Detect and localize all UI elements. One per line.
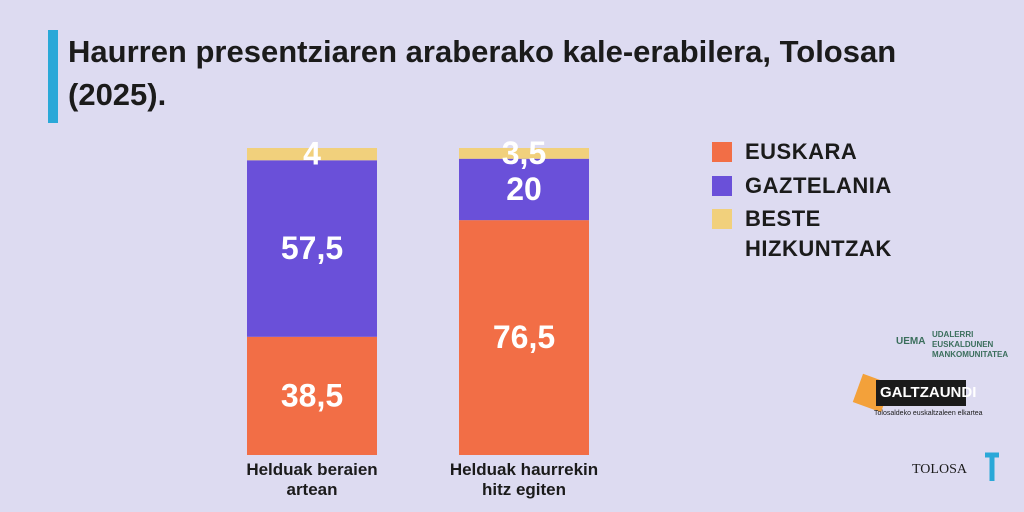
logo-text: Tolosaldeko euskaltzaleen elkartea: [874, 410, 983, 417]
data-label: 38,5: [281, 377, 343, 413]
x-tick-label: Helduak haurrekin hitz egiten: [449, 460, 599, 499]
bar-segment: [247, 148, 377, 161]
data-label: 3,5: [502, 135, 546, 171]
logo-text: TOLOSA: [912, 462, 967, 477]
bar-segment: [247, 160, 377, 337]
legend-swatch: [712, 176, 732, 196]
data-label: 57,5: [281, 230, 343, 266]
legend-label: GAZTELANIA: [745, 173, 892, 198]
legend-label: EUSKARA: [745, 139, 858, 164]
chart-title: Haurren presentziaren araberako kale-era…: [68, 34, 897, 112]
bar-segment: [247, 336, 377, 455]
logo-text: GALTZAUNDI: [880, 384, 977, 401]
data-label: 4: [303, 136, 321, 172]
data-label: 76,5: [493, 319, 555, 355]
bar-segment: [459, 220, 589, 455]
logo-text: UDALERRI EUSKALDUNEN MANKOMUNITATEA: [932, 330, 1009, 359]
logo-text: UEMA: [896, 336, 926, 347]
data-label: 20: [506, 171, 542, 207]
bar-segment: [459, 148, 589, 159]
title-accent: [48, 30, 58, 123]
logo-mark: [985, 452, 999, 481]
logo-box: [876, 380, 966, 406]
legend-swatch: [712, 142, 732, 162]
legend-label: BESTE HIZKUNTZAK: [745, 206, 892, 261]
x-tick-label: Helduak beraien artean: [246, 460, 378, 499]
legend-swatch: [712, 209, 732, 229]
bar-segment: [459, 158, 589, 221]
